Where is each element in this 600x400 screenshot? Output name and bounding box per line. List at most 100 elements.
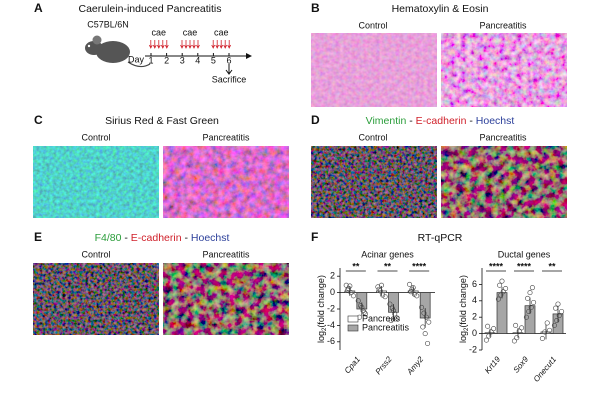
- panel-title: RT-qPCR: [418, 232, 463, 244]
- data-point: [388, 317, 394, 323]
- data-point: [491, 326, 497, 332]
- category-label: Amy2: [405, 354, 426, 377]
- sep: -: [466, 115, 475, 127]
- endpoint: Sacrifice: [212, 74, 247, 84]
- injection-arrow: [227, 40, 232, 49]
- sep: -: [182, 232, 191, 244]
- data-point: [495, 296, 501, 302]
- legend-swatch: [347, 324, 359, 332]
- data-point: [544, 320, 550, 326]
- y-tick-label: 0: [330, 287, 335, 297]
- data-point: [346, 285, 352, 291]
- timeline-arrow: [246, 53, 252, 59]
- data-point: [421, 310, 427, 316]
- stain: E-cadherin: [416, 115, 467, 127]
- legend-label: Pancreatitis: [362, 322, 410, 332]
- data-point: [525, 295, 531, 301]
- day-label: Day: [128, 54, 145, 64]
- data-point: [410, 285, 416, 291]
- injection: cae: [152, 27, 167, 37]
- y-tick-label: -2: [327, 303, 335, 313]
- category-label: Cpa1: [343, 355, 362, 375]
- injection-arrow: [164, 40, 169, 49]
- image-label: Pancreatitis: [479, 20, 527, 30]
- data-point: [556, 313, 562, 319]
- y-axis-label: log2(fold change): [316, 275, 327, 343]
- y-tick-label: -4: [327, 320, 335, 330]
- injection-arrow: [160, 40, 165, 49]
- data-point: [355, 298, 361, 304]
- data-point: [347, 283, 353, 289]
- y-label-rest: (fold change): [458, 275, 468, 328]
- data-point: [425, 340, 431, 346]
- data-point: [497, 282, 503, 288]
- y-tick-label: -2: [469, 344, 477, 354]
- micrograph: [33, 146, 159, 218]
- y-tick-label: 6: [472, 279, 477, 289]
- day: 5: [211, 55, 216, 65]
- data-point: [500, 289, 506, 295]
- data-point: [350, 293, 356, 299]
- data-point: [359, 304, 365, 310]
- image-label: Pancreatitis: [202, 132, 250, 142]
- y-tick-label: 2: [472, 312, 477, 322]
- stain: Vimentin: [366, 115, 407, 127]
- data-point: [362, 311, 368, 317]
- data-point: [420, 324, 426, 330]
- injection-arrow: [215, 40, 220, 49]
- injection-arrow: [192, 40, 196, 49]
- y-tick-label: 4: [472, 295, 477, 305]
- significance: **: [352, 261, 360, 271]
- data-point: [488, 329, 494, 335]
- injection-arrow: [148, 40, 153, 49]
- injection: cae: [183, 27, 198, 37]
- data-point: [513, 322, 519, 328]
- stain: E-cadherin: [131, 232, 182, 244]
- injection-arrow: [156, 40, 161, 49]
- image-label: Control: [81, 132, 110, 142]
- data-point: [378, 282, 384, 288]
- day: 2: [164, 55, 169, 65]
- data-point: [499, 278, 505, 284]
- legend-swatch: [347, 315, 359, 323]
- data-point: [486, 333, 492, 339]
- data-point: [407, 281, 413, 287]
- y-tick-label: 0: [472, 328, 477, 338]
- injection-arrow: [152, 40, 157, 49]
- data-point: [390, 308, 396, 314]
- data-point: [547, 327, 553, 333]
- category-label: Sox9: [512, 354, 531, 374]
- data-point: [358, 303, 364, 309]
- day: 3: [180, 55, 185, 65]
- data-point: [344, 287, 350, 293]
- panel-title: Hematoxylin & Eosin: [392, 3, 489, 15]
- data-point: [426, 319, 432, 325]
- data-point: [387, 301, 393, 307]
- panel-title: Vimentin - E-cadherin - Hoechst: [366, 115, 515, 127]
- data-point: [409, 286, 415, 292]
- y-label-rest: (fold change): [316, 275, 326, 328]
- chart-title: Acinar genes: [361, 249, 414, 259]
- image-label: Pancreatitis: [479, 132, 527, 142]
- data-point: [516, 328, 522, 334]
- data-point: [542, 329, 548, 335]
- category-label: Onecut1: [532, 355, 558, 384]
- image-label: Control: [81, 249, 110, 259]
- sep: -: [406, 115, 415, 127]
- y-label-base: log: [458, 331, 468, 343]
- injection-arrow: [219, 40, 224, 49]
- image-label: Pancreatitis: [202, 249, 250, 259]
- y-label-sub: 2: [322, 327, 328, 331]
- micrograph: [441, 33, 567, 107]
- data-point: [526, 308, 532, 314]
- injection-arrow: [196, 40, 200, 49]
- data-point: [422, 331, 428, 337]
- data-point: [361, 309, 367, 315]
- panel-label: D: [311, 113, 320, 127]
- injection-arrow: [184, 40, 188, 49]
- data-point: [539, 336, 545, 342]
- data-point: [523, 314, 529, 320]
- data-point: [498, 292, 504, 298]
- strain: C57BL/6N: [87, 19, 129, 29]
